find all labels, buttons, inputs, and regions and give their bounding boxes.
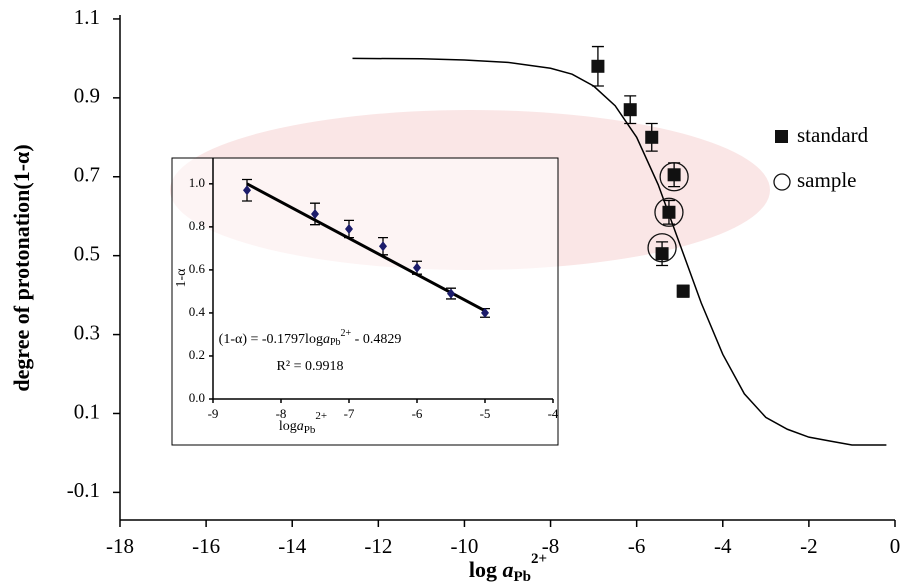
- x-title-part: log: [469, 557, 503, 582]
- x-tick-label: -4: [548, 406, 559, 421]
- y-tick-label: -0.1: [67, 478, 100, 502]
- point: [645, 130, 659, 144]
- x-tick-label: -5: [480, 406, 491, 421]
- x-tick-label: -10: [450, 534, 478, 558]
- point: [662, 205, 676, 219]
- x-tick-label: -2: [800, 534, 818, 558]
- inset-x-title-sub: Pb: [304, 424, 316, 436]
- point: [311, 208, 319, 219]
- x-tick-label: -4: [714, 534, 732, 558]
- legend-label: standard: [797, 123, 869, 147]
- point: [447, 288, 455, 299]
- equation: (1-α) = -0.1797logaPb2+ - 0.4829: [219, 328, 402, 348]
- equation-sup: 2+: [341, 328, 352, 339]
- equation-part: - 0.4829: [351, 332, 401, 347]
- legend-label: sample: [797, 168, 856, 192]
- curve: [246, 182, 486, 313]
- point: [623, 103, 637, 117]
- inset-frame: [171, 157, 559, 446]
- inset-y-title: 1-α: [174, 268, 189, 288]
- inset-x-title-part: a: [297, 419, 304, 434]
- y-axis-title: degree of protonation(1-α): [9, 144, 34, 391]
- y-tick-label: 0.3: [74, 320, 100, 344]
- x-tick-label: -8: [542, 534, 560, 558]
- x-tick-label: -7: [344, 406, 355, 421]
- x-title-sub: Pb: [514, 569, 532, 585]
- point: [591, 59, 605, 73]
- x-tick-label: -6: [412, 406, 423, 421]
- point: [243, 185, 251, 196]
- y-tick-label: 0.1: [74, 399, 100, 423]
- point: [654, 197, 684, 227]
- point: [379, 241, 387, 252]
- equation-sub: Pb: [330, 337, 341, 348]
- x-tick-label: -6: [628, 534, 646, 558]
- x-tick-label: -12: [364, 534, 392, 558]
- y-tick-label: 1.1: [74, 5, 100, 29]
- equation-part: a: [323, 332, 330, 347]
- point: [481, 307, 489, 318]
- y-tick-label: 0.2: [189, 347, 205, 362]
- inset-x-title: logaPb 2+: [279, 410, 327, 436]
- legend-marker: [775, 130, 788, 143]
- y-tick-label: 1.0: [189, 175, 205, 190]
- y-tick-label: 0.7: [74, 163, 100, 187]
- point: [345, 224, 353, 235]
- x-tick-label: -9: [208, 406, 219, 421]
- inset-x-title-part: log: [279, 419, 297, 434]
- equation-part: (1-α) = -0.1797log: [219, 332, 323, 347]
- y-tick-label: 0.5: [74, 241, 100, 265]
- x-axis-title: log aPb 2+: [469, 551, 547, 585]
- point: [667, 168, 681, 182]
- x-tick-label: -16: [192, 534, 220, 558]
- y-tick-label: 0.4: [189, 304, 206, 319]
- x-tick-label: -14: [278, 534, 306, 558]
- point: [655, 247, 669, 261]
- point: [413, 262, 421, 273]
- y-tick-label: 0.9: [74, 84, 100, 108]
- r-squared: R² = 0.9918: [277, 359, 344, 374]
- x-tick-label: -18: [106, 534, 134, 558]
- point: [659, 162, 689, 192]
- x-title-part: a: [503, 557, 514, 582]
- y-tick-label: 0.0: [189, 390, 205, 405]
- point: [676, 284, 690, 298]
- point: [647, 233, 677, 263]
- x-title-sup: 2+: [531, 551, 547, 567]
- x-tick-label: -8: [276, 406, 287, 421]
- y-tick-label: 0.8: [189, 218, 205, 233]
- y-tick-label: 0.6: [189, 261, 206, 276]
- inset-x-title-sup: 2+: [315, 410, 327, 422]
- legend-marker: [773, 173, 791, 191]
- x-tick-label: 0: [890, 534, 901, 558]
